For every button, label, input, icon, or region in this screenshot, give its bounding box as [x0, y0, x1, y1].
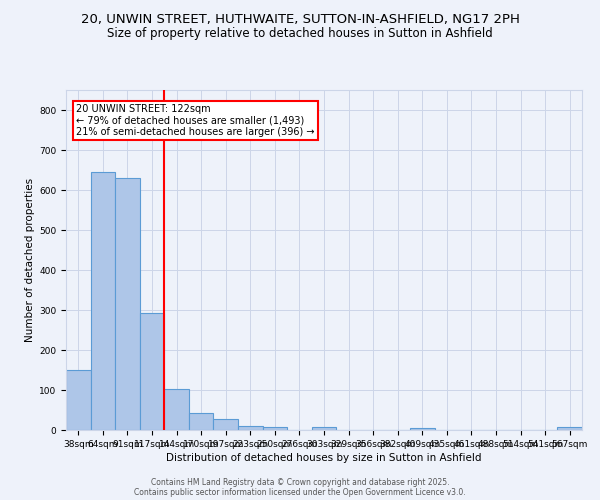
Bar	[140, 313, 164, 430]
X-axis label: Distribution of detached houses by size in Sutton in Ashfield: Distribution of detached houses by size …	[166, 453, 482, 463]
Bar	[557, 427, 582, 430]
Bar	[238, 426, 263, 430]
Bar	[189, 413, 214, 430]
Bar	[263, 427, 287, 430]
Text: Contains HM Land Registry data © Crown copyright and database right 2025.: Contains HM Land Registry data © Crown c…	[151, 478, 449, 487]
Bar	[91, 172, 115, 430]
Bar	[164, 389, 189, 430]
Bar	[66, 370, 91, 430]
Text: Size of property relative to detached houses in Sutton in Ashfield: Size of property relative to detached ho…	[107, 28, 493, 40]
Bar	[115, 178, 140, 430]
Bar	[312, 427, 336, 430]
Y-axis label: Number of detached properties: Number of detached properties	[25, 178, 35, 342]
Text: Contains public sector information licensed under the Open Government Licence v3: Contains public sector information licen…	[134, 488, 466, 497]
Bar	[410, 428, 434, 430]
Text: 20 UNWIN STREET: 122sqm
← 79% of detached houses are smaller (1,493)
21% of semi: 20 UNWIN STREET: 122sqm ← 79% of detache…	[76, 104, 315, 137]
Text: 20, UNWIN STREET, HUTHWAITE, SUTTON-IN-ASHFIELD, NG17 2PH: 20, UNWIN STREET, HUTHWAITE, SUTTON-IN-A…	[80, 12, 520, 26]
Bar	[214, 419, 238, 430]
